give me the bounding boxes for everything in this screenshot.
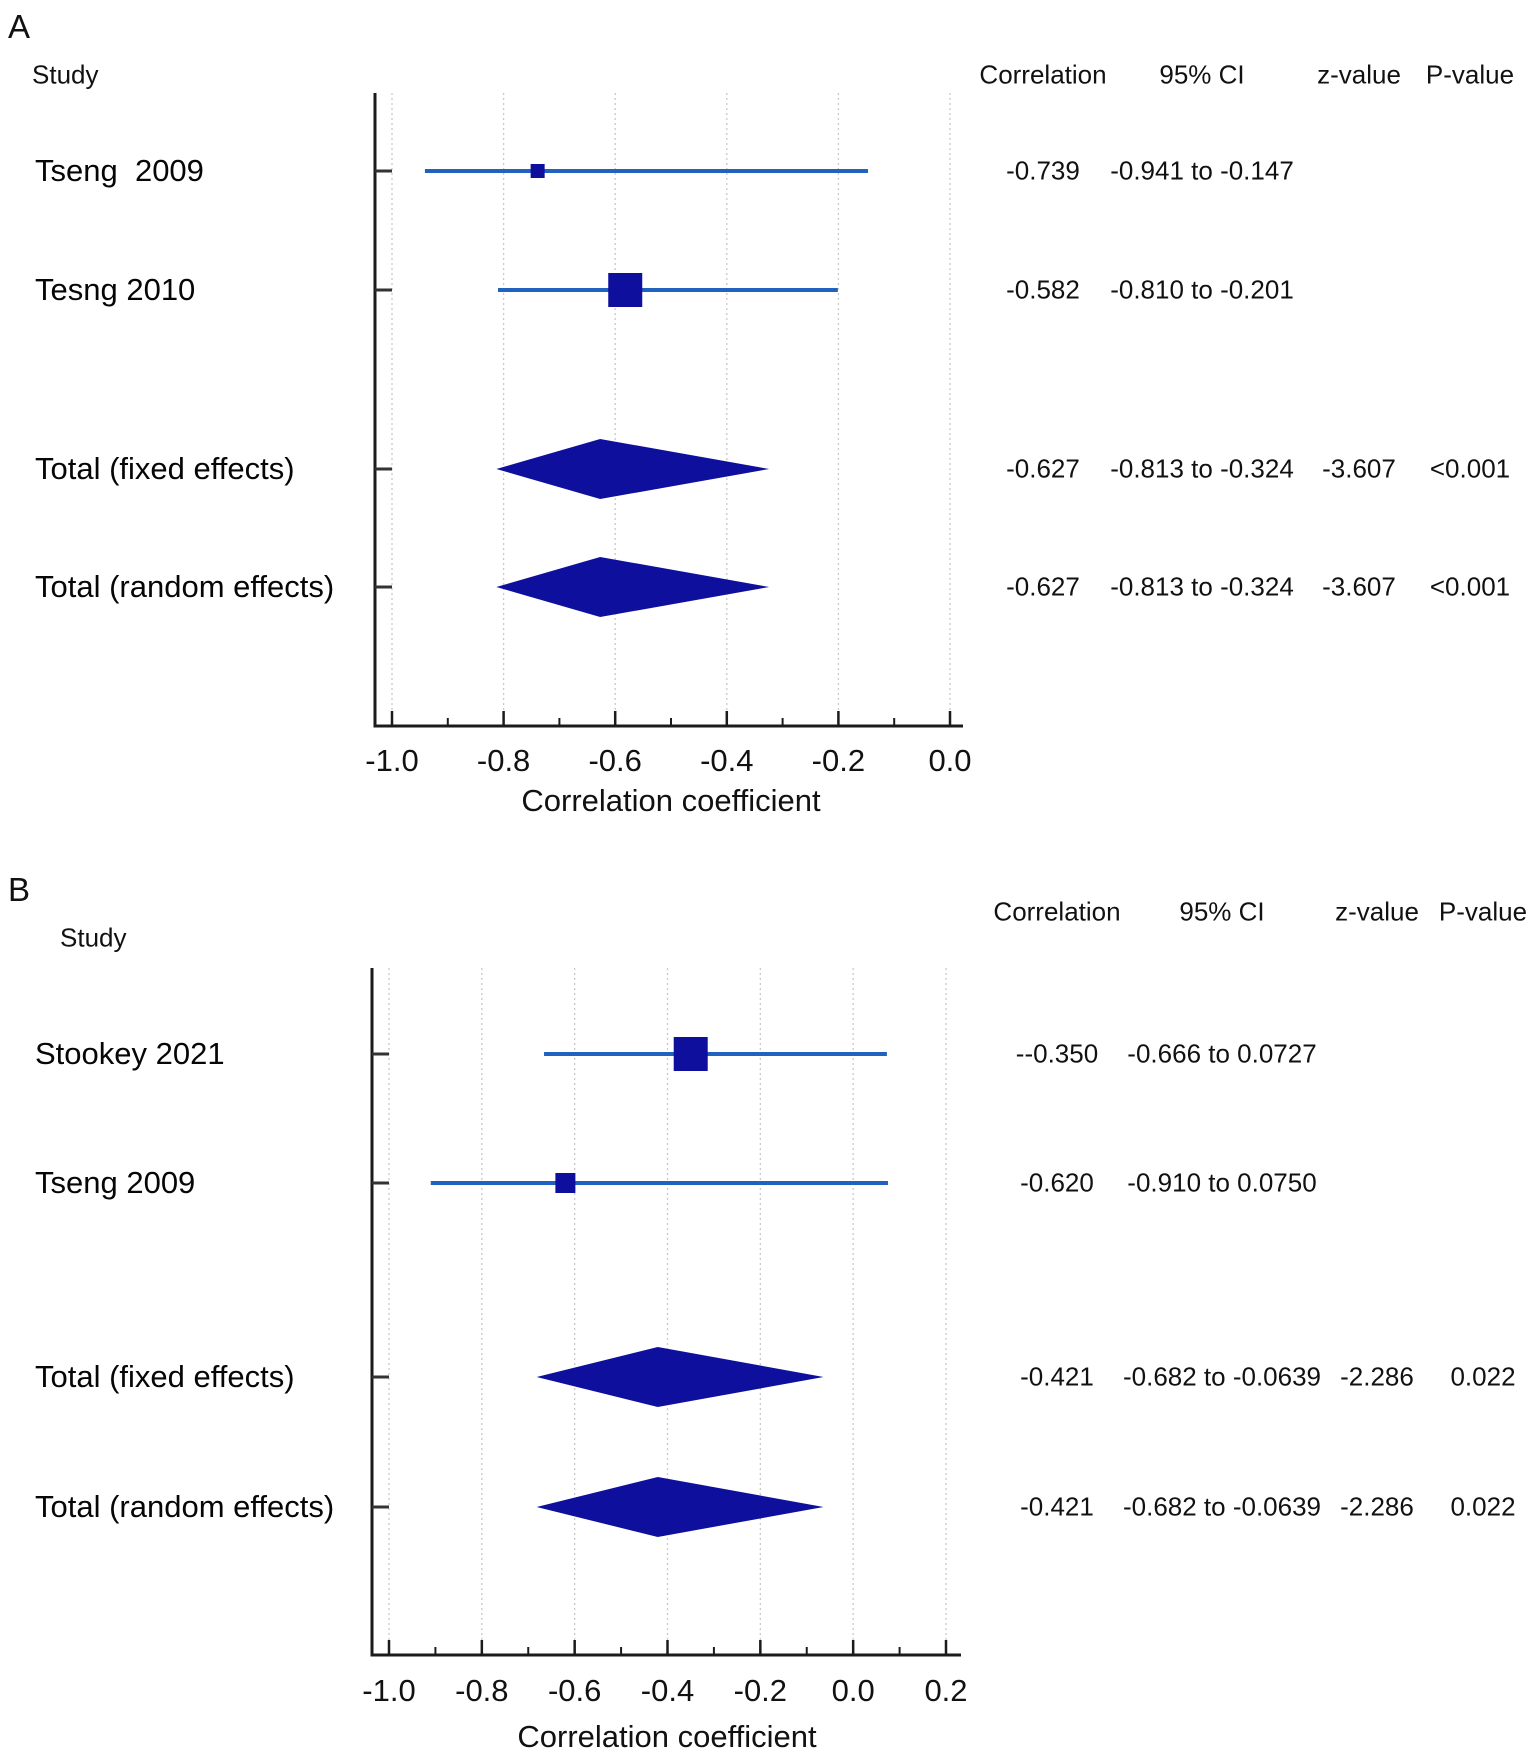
study-column-header-b: Study xyxy=(60,922,127,953)
x-tick-label: -0.6 xyxy=(588,743,642,778)
cell-zvalue: -3.607 xyxy=(1322,571,1396,602)
cell-correlation: -0.620 xyxy=(1020,1167,1094,1198)
cell-ci: -0.813 to -0.324 xyxy=(1110,571,1294,602)
x-tick-label: 0.2 xyxy=(924,1673,968,1708)
cell-ci: -0.910 to 0.0750 xyxy=(1127,1167,1317,1198)
cell-ci: -0.810 to -0.201 xyxy=(1110,274,1294,305)
column-header-pvalue-b: P-value xyxy=(1438,896,1528,927)
diamond-marker xyxy=(536,1347,824,1407)
panel-label-a: A xyxy=(8,8,31,45)
study-label: Total (random effects) xyxy=(35,569,335,604)
study-column-header-a: Study xyxy=(32,59,99,90)
cell-correlation: -0.421 xyxy=(1020,1491,1094,1522)
column-header-zvalue-a: z-value xyxy=(1317,59,1401,90)
study-label: Tesng 2010 xyxy=(35,272,196,307)
cell-zvalue: -3.607 xyxy=(1322,453,1396,484)
panel-label-b: B xyxy=(8,871,31,908)
column-header-ci-a: 95% CI xyxy=(1159,59,1245,90)
square-marker xyxy=(673,1037,708,1071)
column-header-zvalue-b: z-value xyxy=(1335,896,1419,927)
cell-correlation: -0.582 xyxy=(1006,274,1080,305)
x-tick-label: -0.6 xyxy=(547,1673,602,1708)
cell-ci: -0.813 to -0.324 xyxy=(1110,453,1294,484)
x-tick-label: -1.0 xyxy=(365,743,419,778)
cell-ci: -0.941 to -0.147 xyxy=(1110,155,1294,186)
square-marker xyxy=(608,273,643,307)
x-tick-label: -0.2 xyxy=(733,1673,788,1708)
cell-correlation: -0.421 xyxy=(1020,1361,1094,1392)
column-header-correlation-a: Correlation xyxy=(979,59,1107,90)
x-tick-label: -0.8 xyxy=(455,1673,509,1708)
cell-correlation: -0.627 xyxy=(1006,453,1080,484)
column-header-pvalue-a: P-value xyxy=(1425,59,1515,90)
x-tick-label: 0.0 xyxy=(831,1673,875,1708)
cell-ci: -0.682 to -0.0639 xyxy=(1122,1361,1322,1392)
column-header-ci-b: 95% CI xyxy=(1179,896,1265,927)
cell-correlation: --0.350 xyxy=(1015,1038,1099,1069)
cell-ci: -0.682 to -0.0639 xyxy=(1122,1491,1322,1522)
x-axis-title-a: Correlation coefficient xyxy=(521,783,821,818)
study-label: Tseng 2009 xyxy=(35,1165,196,1200)
cell-pvalue: <0.001 xyxy=(1429,571,1511,602)
x-tick-label: -1.0 xyxy=(362,1673,416,1708)
cell-ci: -0.666 to 0.0727 xyxy=(1127,1038,1317,1069)
diamond-marker xyxy=(496,439,770,499)
study-label: Total (fixed effects) xyxy=(35,1359,295,1394)
x-tick-label: -0.8 xyxy=(476,743,531,778)
square-marker xyxy=(555,1173,576,1193)
x-tick-label: -0.2 xyxy=(811,743,866,778)
cell-pvalue: 0.022 xyxy=(1450,1361,1516,1392)
cell-zvalue: -2.286 xyxy=(1340,1361,1414,1392)
study-label: Tseng 2009 xyxy=(35,153,204,188)
x-axis-title-b: Correlation coefficient xyxy=(517,1719,817,1754)
x-tick-label: -0.4 xyxy=(640,1673,695,1708)
study-label: Total (fixed effects) xyxy=(35,451,295,486)
cell-zvalue: -2.286 xyxy=(1340,1491,1414,1522)
diamond-marker xyxy=(496,557,770,617)
diamond-marker xyxy=(536,1477,824,1537)
x-tick-label: -0.4 xyxy=(700,743,754,778)
study-label: Total (random effects) xyxy=(35,1489,335,1524)
study-label: Stookey 2021 xyxy=(35,1036,225,1071)
column-header-correlation-b: Correlation xyxy=(993,896,1121,927)
cell-pvalue: 0.022 xyxy=(1450,1491,1516,1522)
cell-correlation: -0.627 xyxy=(1006,571,1080,602)
x-tick-label: 0.0 xyxy=(928,743,972,778)
square-marker xyxy=(530,164,545,178)
cell-correlation: -0.739 xyxy=(1006,155,1080,186)
cell-pvalue: <0.001 xyxy=(1429,453,1511,484)
